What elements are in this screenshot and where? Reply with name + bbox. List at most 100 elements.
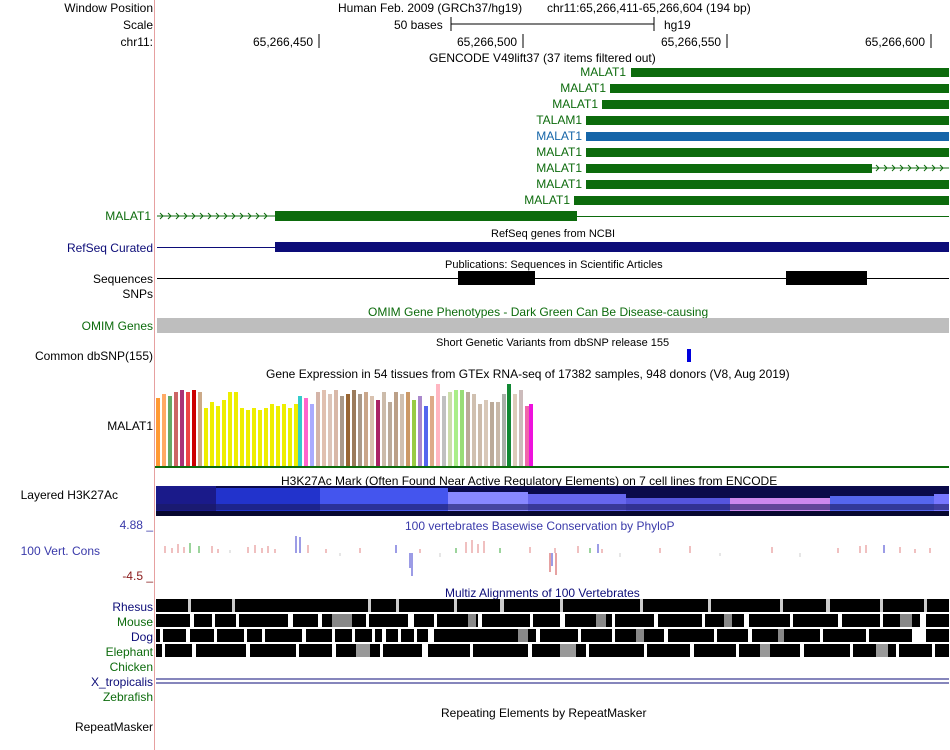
gencode-transcript-label[interactable]: TALAM1: [536, 113, 582, 127]
dbsnp-title[interactable]: Short Genetic Variants from dbSNP releas…: [436, 337, 670, 349]
h3k27ac-label[interactable]: Layered H3K27Ac: [20, 488, 118, 502]
gencode-transcript-label[interactable]: MALAT1: [536, 161, 582, 175]
dbsnp-label[interactable]: Common dbSNP(155): [34, 349, 153, 363]
omim-bar[interactable]: [157, 318, 949, 333]
gtex-tissue-bar: [442, 396, 446, 466]
gencode-transcript[interactable]: [610, 84, 949, 93]
refseq-exon[interactable]: [275, 242, 949, 252]
gencode-transcript-label[interactable]: MALAT1: [580, 65, 626, 79]
side-divider: [154, 0, 155, 750]
gtex-tissue-bar: [228, 392, 232, 466]
species-label[interactable]: Mouse: [116, 615, 153, 629]
gtex-tissue-bar: [525, 406, 529, 466]
gtex-tissue-bar: [376, 400, 380, 466]
gtex-tissue-bar: [370, 396, 374, 466]
repeatmasker-title[interactable]: Repeating Elements by RepeatMasker: [441, 706, 647, 720]
position-text[interactable]: chr11:65,266,411-65,266,604 (194 bp): [547, 1, 751, 15]
gtex-tissue-bar: [210, 402, 214, 466]
gtex-tissue-bar: [294, 404, 298, 466]
gtex-tissue-bar: [298, 396, 302, 466]
species-label[interactable]: Chicken: [109, 660, 153, 674]
gtex-tissue-bar: [270, 404, 274, 466]
gtex-tissue-bar: [460, 390, 464, 466]
refseq-title[interactable]: RefSeq genes from NCBI: [491, 228, 616, 240]
gtex-tissue-bar: [382, 392, 386, 466]
gencode-transcript-label[interactable]: MALAT1: [552, 97, 598, 111]
scale-label: Scale: [122, 18, 153, 32]
gencode-transcript[interactable]: [574, 196, 949, 205]
gtex-tissue-bar: [264, 408, 268, 466]
gencode-side-label[interactable]: MALAT1: [105, 209, 151, 223]
gencode-transcript-label[interactable]: MALAT1: [536, 177, 582, 191]
gtex-tissue-bar: [448, 392, 452, 466]
species-label[interactable]: Dog: [130, 630, 153, 644]
gtex-tissue-bar: [156, 398, 160, 466]
ruler-tick-label: 65,266,450: [253, 35, 314, 49]
omim-label[interactable]: OMIM Genes: [81, 319, 153, 333]
gtex-tissue-bar: [234, 392, 238, 466]
gencode-transcript[interactable]: [586, 180, 949, 189]
publications-title[interactable]: Publications: Sequences in Scientific Ar…: [445, 259, 663, 271]
gtex-tissue-bar: [484, 400, 488, 466]
gtex-tissue-bar: [478, 404, 482, 466]
gtex-tissue-bar: [240, 408, 244, 466]
gtex-tissue-bar: [454, 390, 458, 466]
gtex-tissue-bar: [364, 392, 368, 466]
publication-block[interactable]: [786, 271, 867, 285]
species-label[interactable]: Rhesus: [112, 600, 153, 614]
gencode-transcript-label[interactable]: MALAT1: [524, 193, 570, 207]
gencode-transcript[interactable]: [586, 116, 949, 125]
gtex-title[interactable]: Gene Expression in 54 tissues from GTEx …: [266, 367, 790, 381]
gencode-transcript[interactable]: [602, 100, 949, 109]
assembly-text: Human Feb. 2009 (GRCh37/hg19): [338, 1, 523, 15]
gtex-label[interactable]: MALAT1: [107, 419, 153, 433]
publications-label[interactable]: Sequences: [92, 272, 153, 286]
gtex-tissue-bar: [198, 392, 202, 466]
gtex-tissue-bar: [424, 406, 428, 466]
refseq-label[interactable]: RefSeq Curated: [66, 241, 153, 255]
multiz-title[interactable]: Multiz Alignments of 100 Vertebrates: [445, 586, 640, 600]
omim-title[interactable]: OMIM Gene Phenotypes - Dark Green Can Be…: [368, 305, 709, 319]
species-label[interactable]: Elephant: [105, 645, 153, 659]
conservation-label[interactable]: 100 Vert. Cons: [20, 544, 100, 558]
gencode-transcript-label[interactable]: MALAT1: [560, 81, 606, 95]
gtex-tissue-bar: [282, 404, 286, 466]
repeatmasker-label[interactable]: RepeatMasker: [74, 720, 153, 734]
gtex-tissue-bar: [204, 408, 208, 466]
gencode-transcript[interactable]: [631, 68, 949, 77]
gtex-tissue-bar: [513, 394, 517, 466]
publications-line: [157, 278, 949, 279]
gtex-tissue-bar: [388, 402, 392, 466]
h3k27ac-title[interactable]: H3K27Ac Mark (Often Found Near Active Re…: [281, 474, 778, 488]
gtex-tissue-bar: [246, 410, 250, 466]
gtex-tissue-bar: [276, 406, 280, 466]
gtex-tissue-bar: [436, 384, 440, 466]
conservation-title[interactable]: 100 vertebrates Basewise Conservation by…: [405, 519, 675, 533]
snps-label[interactable]: SNPs: [122, 287, 153, 301]
gencode-title[interactable]: GENCODE V49lift37 (37 items filtered out…: [429, 51, 656, 65]
window-position-label: Window Position: [64, 1, 153, 15]
gtex-tissue-bar: [174, 392, 178, 466]
gencode-transcript[interactable]: [586, 164, 872, 173]
gtex-tissue-bar: [502, 394, 506, 466]
gencode-exon[interactable]: [275, 211, 577, 221]
gencode-intron-line: [577, 216, 949, 217]
species-label[interactable]: X_tropicalis: [90, 675, 153, 689]
publication-block[interactable]: [458, 271, 535, 285]
gtex-tissue-bar: [334, 390, 338, 466]
gtex-tissue-bar: [490, 402, 494, 466]
gencode-transcript-selected[interactable]: [586, 132, 949, 141]
gencode-transcript-label-selected[interactable]: MALAT1: [536, 129, 582, 143]
species-label[interactable]: Zebrafish: [102, 690, 153, 704]
gtex-tissue-bar: [216, 406, 220, 466]
gencode-transcript[interactable]: [586, 148, 949, 157]
db-text: hg19: [664, 18, 691, 32]
scale-bar: [318, 17, 932, 48]
dbsnp-variant[interactable]: [687, 349, 691, 362]
gencode-transcript-label[interactable]: MALAT1: [536, 145, 582, 159]
gtex-tissue-bar: [322, 390, 326, 466]
